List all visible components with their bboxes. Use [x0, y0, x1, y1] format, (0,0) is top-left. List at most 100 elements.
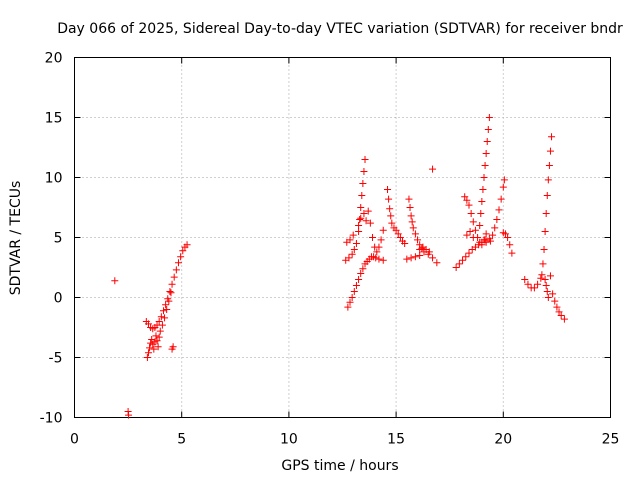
data-point: [455, 260, 463, 268]
data-point: [463, 196, 471, 204]
data-point: [482, 230, 490, 238]
data-point: [154, 343, 162, 351]
data-point: [163, 306, 171, 313]
data-point: [169, 343, 177, 351]
data-point: [541, 276, 549, 283]
x-tick-label: 0: [70, 432, 79, 448]
data-point: [408, 218, 416, 226]
data-point: [405, 195, 413, 203]
x-tick-label: 25: [602, 432, 620, 448]
data-point: [375, 255, 383, 263]
data-point: [352, 240, 360, 247]
y-tick-label: -10: [40, 411, 63, 427]
data-point: [425, 248, 433, 256]
data-point: [544, 176, 552, 184]
data-point: [401, 240, 409, 247]
data-point: [144, 349, 152, 357]
data-point: [546, 272, 554, 280]
data-point: [396, 234, 404, 241]
data-point: [549, 290, 557, 298]
data-point: [355, 222, 363, 229]
data-point: [452, 264, 460, 271]
data-point: [157, 313, 165, 321]
data-point: [377, 236, 385, 244]
data-point: [429, 165, 437, 173]
data-point: [534, 280, 542, 288]
data-point: [392, 226, 400, 234]
data-point: [179, 247, 187, 255]
data-point: [524, 280, 532, 288]
data-point: [372, 254, 380, 262]
plot-frame: [74, 57, 611, 418]
data-point: [555, 308, 563, 316]
data-point: [465, 201, 473, 209]
data-point: [352, 282, 360, 289]
data-point: [469, 234, 477, 241]
data-point: [350, 288, 358, 295]
x-tick-label: 20: [494, 432, 512, 448]
x-tick-label: 15: [387, 432, 405, 448]
data-point: [538, 271, 546, 279]
data-point: [557, 312, 565, 319]
data-point: [183, 241, 191, 249]
grid: [74, 57, 611, 418]
data-point: [153, 337, 161, 345]
data-point: [461, 193, 469, 201]
data-point: [551, 297, 559, 305]
data-point: [386, 205, 394, 213]
data-point: [348, 250, 356, 258]
data-point: [156, 327, 164, 335]
data-point: [168, 280, 176, 288]
x-tick-label: 5: [177, 432, 186, 448]
data-point: [407, 212, 415, 220]
data-point: [174, 259, 182, 267]
data-point: [355, 228, 363, 235]
data-point: [416, 252, 424, 259]
data-point: [479, 186, 487, 193]
data-point: [357, 270, 365, 277]
data-point: [481, 162, 489, 169]
chart-title: Day 066 of 2025, Sidereal Day-to-day VTE…: [57, 21, 623, 37]
data-point: [406, 204, 414, 211]
data-point: [356, 216, 364, 223]
data-point: [530, 284, 538, 292]
axis-ticks: 0 5 10 15 20 25 -10 -5 0 5 10 15 20: [40, 51, 620, 448]
data-point: [504, 234, 512, 241]
data-point: [478, 198, 486, 205]
data-point: [411, 253, 419, 261]
data-point: [362, 217, 370, 225]
data-point: [158, 321, 166, 329]
data-point: [348, 294, 356, 301]
data-point: [407, 254, 415, 262]
data-point: [501, 230, 509, 238]
data-point: [155, 318, 163, 325]
data-point: [359, 265, 367, 273]
data-point: [411, 230, 419, 238]
x-tick-label: 10: [280, 432, 298, 448]
y-tick-label: 20: [45, 51, 63, 67]
y-tick-label: 0: [54, 291, 63, 307]
data-point: [543, 192, 551, 199]
data-point: [459, 256, 467, 264]
data-point: [161, 314, 169, 322]
data-point: [465, 249, 473, 257]
data-point: [172, 266, 180, 274]
data-point: [476, 222, 484, 229]
data-point: [166, 288, 174, 295]
data-point: [165, 297, 173, 305]
data-point: [150, 345, 158, 353]
data-point: [414, 236, 422, 244]
data-point: [541, 228, 549, 235]
data-point: [144, 320, 152, 328]
data-point: [159, 307, 167, 315]
data-point: [344, 303, 352, 311]
data-point: [177, 253, 185, 261]
data-point: [403, 255, 411, 263]
data-point: [346, 236, 354, 244]
data-point: [543, 288, 551, 295]
data-point: [429, 254, 437, 262]
data-point: [537, 274, 545, 282]
data-point: [357, 204, 365, 211]
data-point: [364, 207, 372, 215]
